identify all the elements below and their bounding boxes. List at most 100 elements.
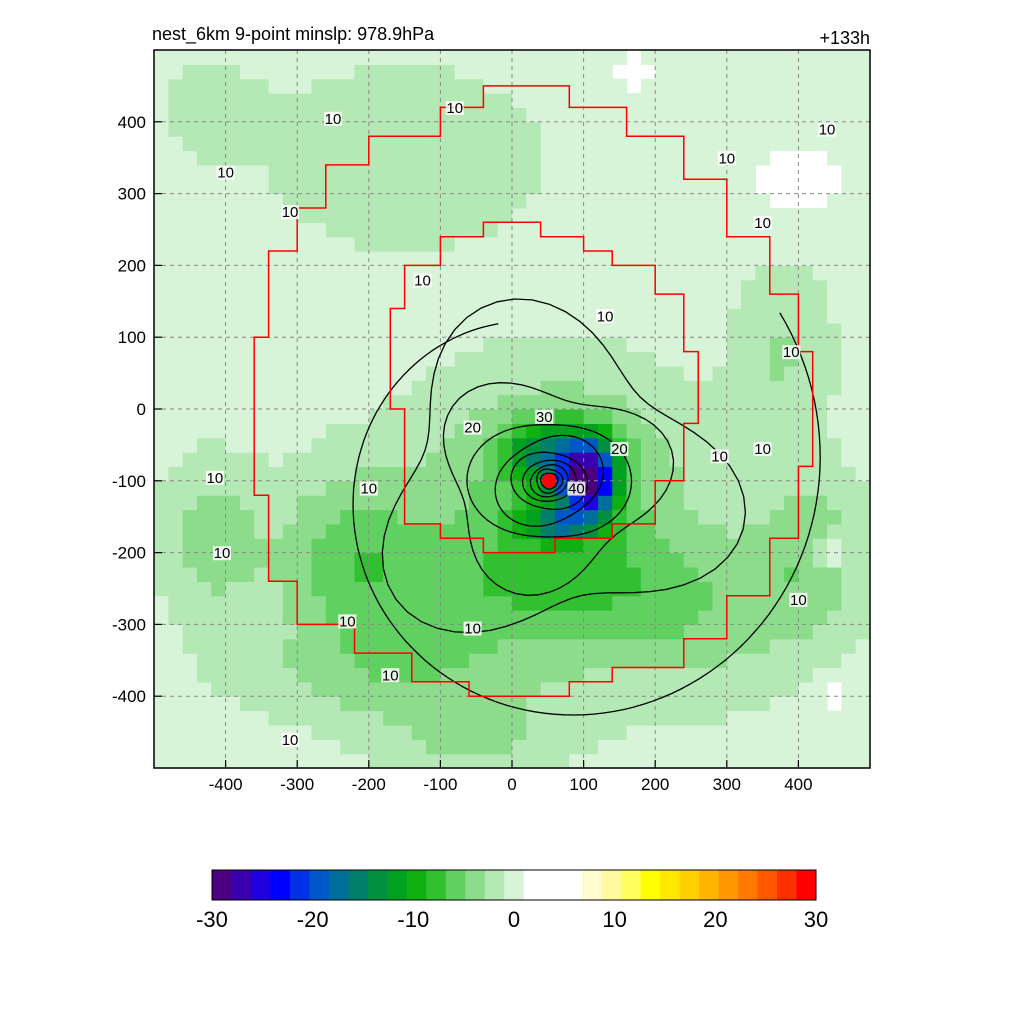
field-cell (698, 222, 714, 238)
field-cell (440, 251, 456, 266)
field-cell (812, 50, 828, 65)
field-cell (397, 236, 413, 252)
field-cell (741, 222, 757, 238)
field-cell (841, 193, 857, 209)
field-cell (469, 337, 484, 353)
field-cell (497, 480, 513, 496)
field-cell (368, 308, 384, 324)
field-cell (540, 236, 556, 252)
field-cell (440, 495, 456, 511)
field-cell (784, 394, 799, 410)
field-cell (411, 207, 427, 223)
field-cell (383, 423, 399, 439)
field-cell (755, 78, 771, 94)
x-tick-label: -300 (280, 775, 314, 794)
field-cell (311, 480, 327, 496)
field-cell (196, 78, 212, 94)
field-cell (211, 509, 227, 525)
field-cell (741, 538, 757, 554)
field-cell (612, 207, 628, 223)
field-cell (426, 638, 441, 654)
field-cell (196, 308, 212, 324)
field-cell (784, 423, 799, 439)
field-cell (168, 294, 184, 310)
x-tick-label: 100 (569, 775, 597, 794)
field-cell (812, 552, 828, 568)
field-cell (297, 509, 313, 525)
field-cell (383, 50, 399, 65)
field-cell (397, 710, 413, 726)
field-cell (755, 107, 771, 123)
field-cell (182, 638, 198, 654)
field-cell (211, 423, 227, 439)
field-cell (397, 207, 413, 223)
field-cell (626, 294, 642, 310)
field-cell (626, 136, 642, 152)
field-cell (640, 739, 656, 755)
field-cell (154, 566, 169, 582)
field-cell (297, 409, 313, 424)
field-cell (769, 251, 785, 266)
field-cell (497, 437, 513, 453)
field-cell (512, 452, 527, 468)
field-cell (297, 710, 313, 726)
field-cell (268, 337, 284, 353)
field-cell (168, 581, 184, 597)
field-cell (683, 251, 699, 266)
field-cell (411, 394, 427, 410)
field-cell (311, 552, 327, 568)
field-cell (440, 150, 456, 166)
field-cell (411, 523, 427, 539)
field-cell (755, 380, 771, 396)
field-cell (712, 495, 728, 511)
field-cell (469, 193, 484, 209)
field-cell (597, 552, 613, 568)
field-cell (426, 380, 441, 396)
field-cell (612, 466, 628, 482)
field-cell (683, 351, 699, 367)
field-cell (368, 164, 384, 180)
field-cell (526, 681, 542, 697)
field-cell (683, 136, 699, 152)
field-cell (225, 653, 241, 669)
field-cell (812, 365, 828, 381)
field-cell (741, 610, 757, 625)
field-cell (827, 581, 842, 597)
field-cell (354, 351, 370, 367)
field-cell (512, 279, 527, 295)
field-cell (211, 610, 227, 625)
field-cell (755, 308, 771, 324)
colorbar-swatch (504, 870, 525, 900)
field-cell (411, 322, 427, 338)
field-cell (182, 509, 198, 525)
field-cell (426, 136, 441, 152)
field-cell (483, 394, 499, 410)
field-cell (297, 164, 313, 180)
field-cell (841, 265, 857, 281)
field-cell (583, 394, 599, 410)
field-cell (154, 193, 169, 209)
field-cell (669, 50, 685, 65)
field-cell (569, 93, 585, 109)
field-cell (669, 351, 685, 367)
field-cell (297, 667, 313, 683)
field-cell (196, 610, 212, 625)
field-cell (154, 150, 169, 166)
field-cell (397, 394, 413, 410)
field-cell (612, 724, 628, 740)
field-cell (554, 523, 570, 539)
colorbar-swatch (426, 870, 447, 900)
field-cell (311, 308, 327, 324)
field-cell (239, 409, 255, 424)
field-cell (211, 638, 227, 654)
x-tick-label: -100 (423, 775, 457, 794)
field-cell (211, 437, 227, 453)
field-cell (154, 667, 169, 683)
field-cell (526, 164, 542, 180)
field-cell (440, 207, 456, 223)
field-cell (483, 308, 499, 324)
field-cell (526, 322, 542, 338)
field-cell (454, 566, 470, 582)
contour-label: 10 (783, 344, 800, 361)
field-cell (540, 179, 556, 195)
